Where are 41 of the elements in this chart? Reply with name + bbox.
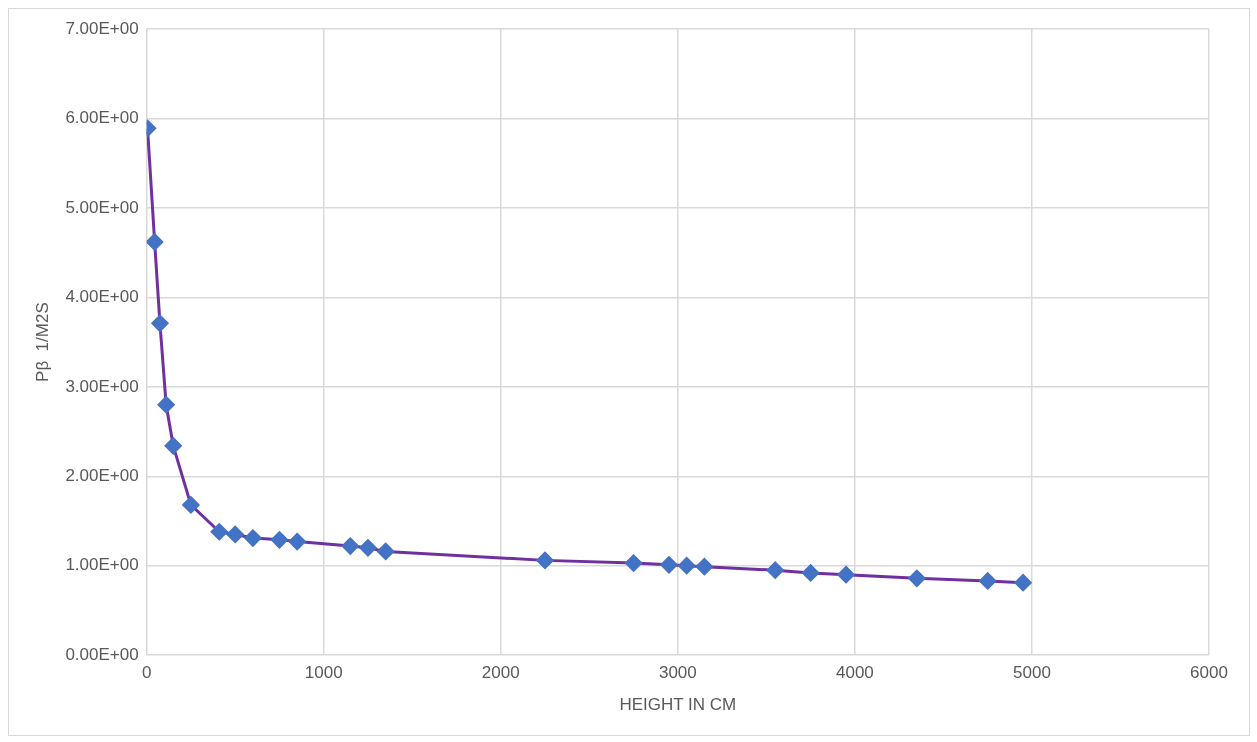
point [226,525,244,543]
point [695,558,713,576]
x-tick-label: 4000 [835,663,874,683]
point [377,542,395,560]
y-axis-title: Pβ 1/M2S [32,302,52,382]
x-axis-title: HEIGHT IN CM [619,695,737,715]
point [660,556,678,574]
point [359,539,377,557]
point [536,551,554,569]
point [625,554,643,572]
y-tick-label: 6.00E+00 [65,108,139,128]
x-tick-label: 0 [141,663,152,683]
x-tick-label: 1000 [304,663,343,683]
point [270,531,288,549]
point [766,561,784,579]
x-tick-label: 3000 [658,663,697,683]
point [244,529,262,547]
y-tick-label: 3.00E+00 [65,376,139,396]
point [678,557,696,575]
x-tick-label: 2000 [481,663,520,683]
point [210,523,228,541]
y-tick-label: 4.00E+00 [65,287,139,307]
point [288,533,306,551]
point [979,572,997,590]
point [146,233,164,251]
point [802,564,820,582]
point [151,314,169,332]
point [341,537,359,555]
y-tick-label: 7.00E+00 [65,18,139,38]
y-tick-label: 1.00E+00 [65,555,139,575]
point [1014,574,1032,592]
point [164,437,182,455]
y-tick-label: 0.00E+00 [65,644,139,664]
y-tick-label: 2.00E+00 [65,465,139,485]
point [837,566,855,584]
point [908,569,926,587]
y-tick-label: 5.00E+00 [65,197,139,217]
x-tick-label: 6000 [1190,663,1228,683]
x-tick-label: 5000 [1013,663,1051,683]
point [182,496,200,514]
point [157,396,175,414]
